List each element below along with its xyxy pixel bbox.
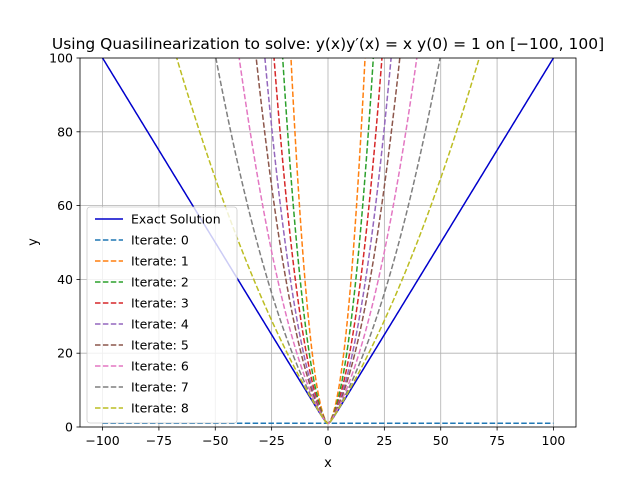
legend-label: Iterate: 7 (131, 380, 189, 395)
legend-label: Iterate: 6 (131, 359, 189, 374)
y-tick-label: 60 (57, 198, 73, 213)
legend-label: Exact Solution (131, 212, 221, 227)
legend-label: Iterate: 0 (131, 233, 189, 248)
x-tick-label: −100 (85, 433, 119, 448)
legend-label: Iterate: 8 (131, 401, 189, 416)
y-axis-label: y (26, 238, 41, 246)
legend-label: Iterate: 2 (131, 275, 189, 290)
series-line-iterate-8 (175, 58, 481, 425)
legend-label: Iterate: 5 (131, 338, 189, 353)
x-tick-label: −25 (258, 433, 284, 448)
x-tick-label: −50 (202, 433, 228, 448)
legend-box (86, 206, 238, 424)
x-tick-label: 0 (324, 433, 332, 448)
y-tick-label: 80 (57, 124, 73, 139)
legend-label: Iterate: 4 (131, 317, 189, 332)
legend-label: Iterate: 1 (131, 254, 189, 269)
y-tick-label: 20 (57, 346, 73, 361)
x-axis-label: x (324, 456, 332, 471)
chart-title: Using Quasilinearization to solve: y(x)y… (52, 35, 604, 53)
x-tick-label: 75 (489, 433, 505, 448)
x-tick-label: 100 (542, 433, 566, 448)
y-tick-label: 40 (57, 272, 73, 287)
x-tick-label: 50 (433, 433, 449, 448)
y-tick-label: 100 (49, 51, 73, 66)
legend-label: Iterate: 3 (131, 296, 189, 311)
x-tick-label: −75 (146, 433, 172, 448)
legend: Exact Solution Iterate: 0 Iterate: 1 Iterat… (86, 206, 238, 424)
x-tick-label: 25 (376, 433, 392, 448)
y-tick-label: 0 (65, 420, 73, 435)
